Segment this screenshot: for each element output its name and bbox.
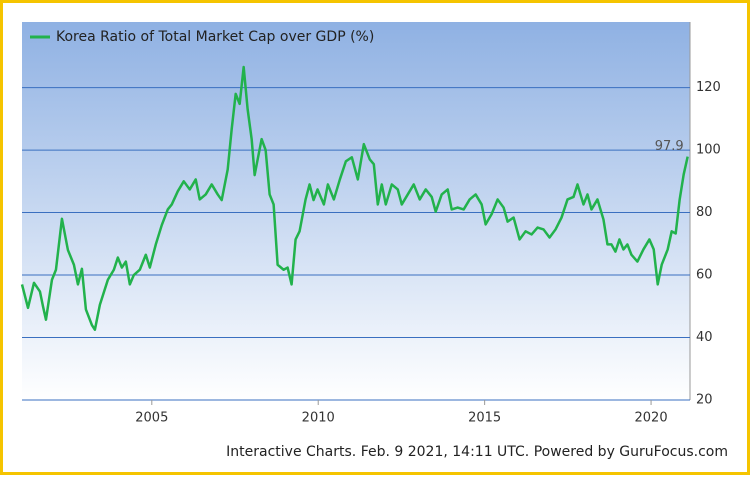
legend-label: Korea Ratio of Total Market Cap over GDP…	[56, 29, 374, 45]
y-tick-label: 100	[696, 143, 721, 158]
x-tick-label: 2005	[135, 411, 168, 426]
x-tick-label: 2015	[468, 411, 501, 426]
footer: Interactive Charts. Feb. 9 2021, 14:11 U…	[226, 444, 728, 460]
y-tick-label: 40	[696, 330, 713, 345]
x-tick-label: 2010	[302, 411, 335, 426]
y-tick-label: 20	[696, 393, 713, 408]
series-line	[20, 65, 689, 331]
y-tick-label: 120	[696, 80, 721, 95]
y-tick-label: 60	[696, 268, 713, 283]
last-value-label: 97.9	[655, 139, 684, 154]
plot-area	[22, 22, 690, 400]
y-tick-label: 80	[696, 205, 713, 220]
x-tick-label: 2020	[635, 411, 668, 426]
